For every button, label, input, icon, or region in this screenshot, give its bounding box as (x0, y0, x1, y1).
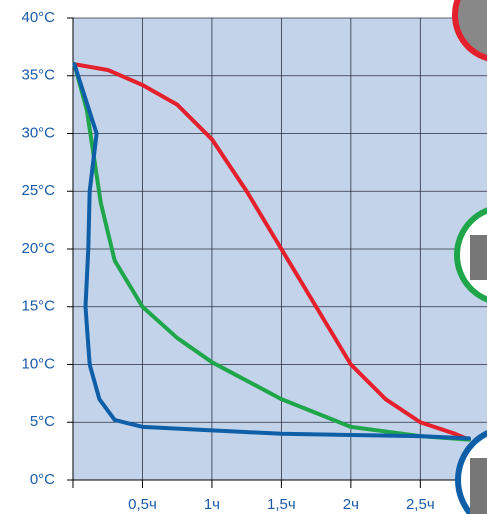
y-tick-label: 40°C (21, 9, 55, 26)
x-tick-label: 2ч (343, 496, 359, 513)
y-tick-label: 20°C (21, 240, 55, 257)
grid (67, 17, 487, 488)
y-tick-label: 25°C (21, 182, 55, 199)
y-tick-label: 15°C (21, 298, 55, 315)
red-icon (452, 0, 487, 62)
x-tick-label: 0,5ч (128, 496, 157, 513)
x-tick-label: 1,5ч (267, 496, 296, 513)
x-tick-label: 1ч (204, 496, 220, 513)
green-icon-device (470, 235, 487, 280)
series-line (72, 62, 471, 441)
y-tick-label: 35°C (21, 67, 55, 84)
y-tick-label: 10°C (21, 355, 55, 372)
x-tick-label: 2,5ч (406, 496, 435, 513)
series-line (72, 62, 471, 442)
y-tick-label: 30°C (21, 124, 55, 141)
y-tick-label: 0°C (30, 471, 55, 488)
lines (72, 62, 471, 442)
y-tick-label: 5°C (30, 413, 55, 430)
series-line (72, 62, 471, 442)
blue-icon-device (470, 458, 487, 514)
